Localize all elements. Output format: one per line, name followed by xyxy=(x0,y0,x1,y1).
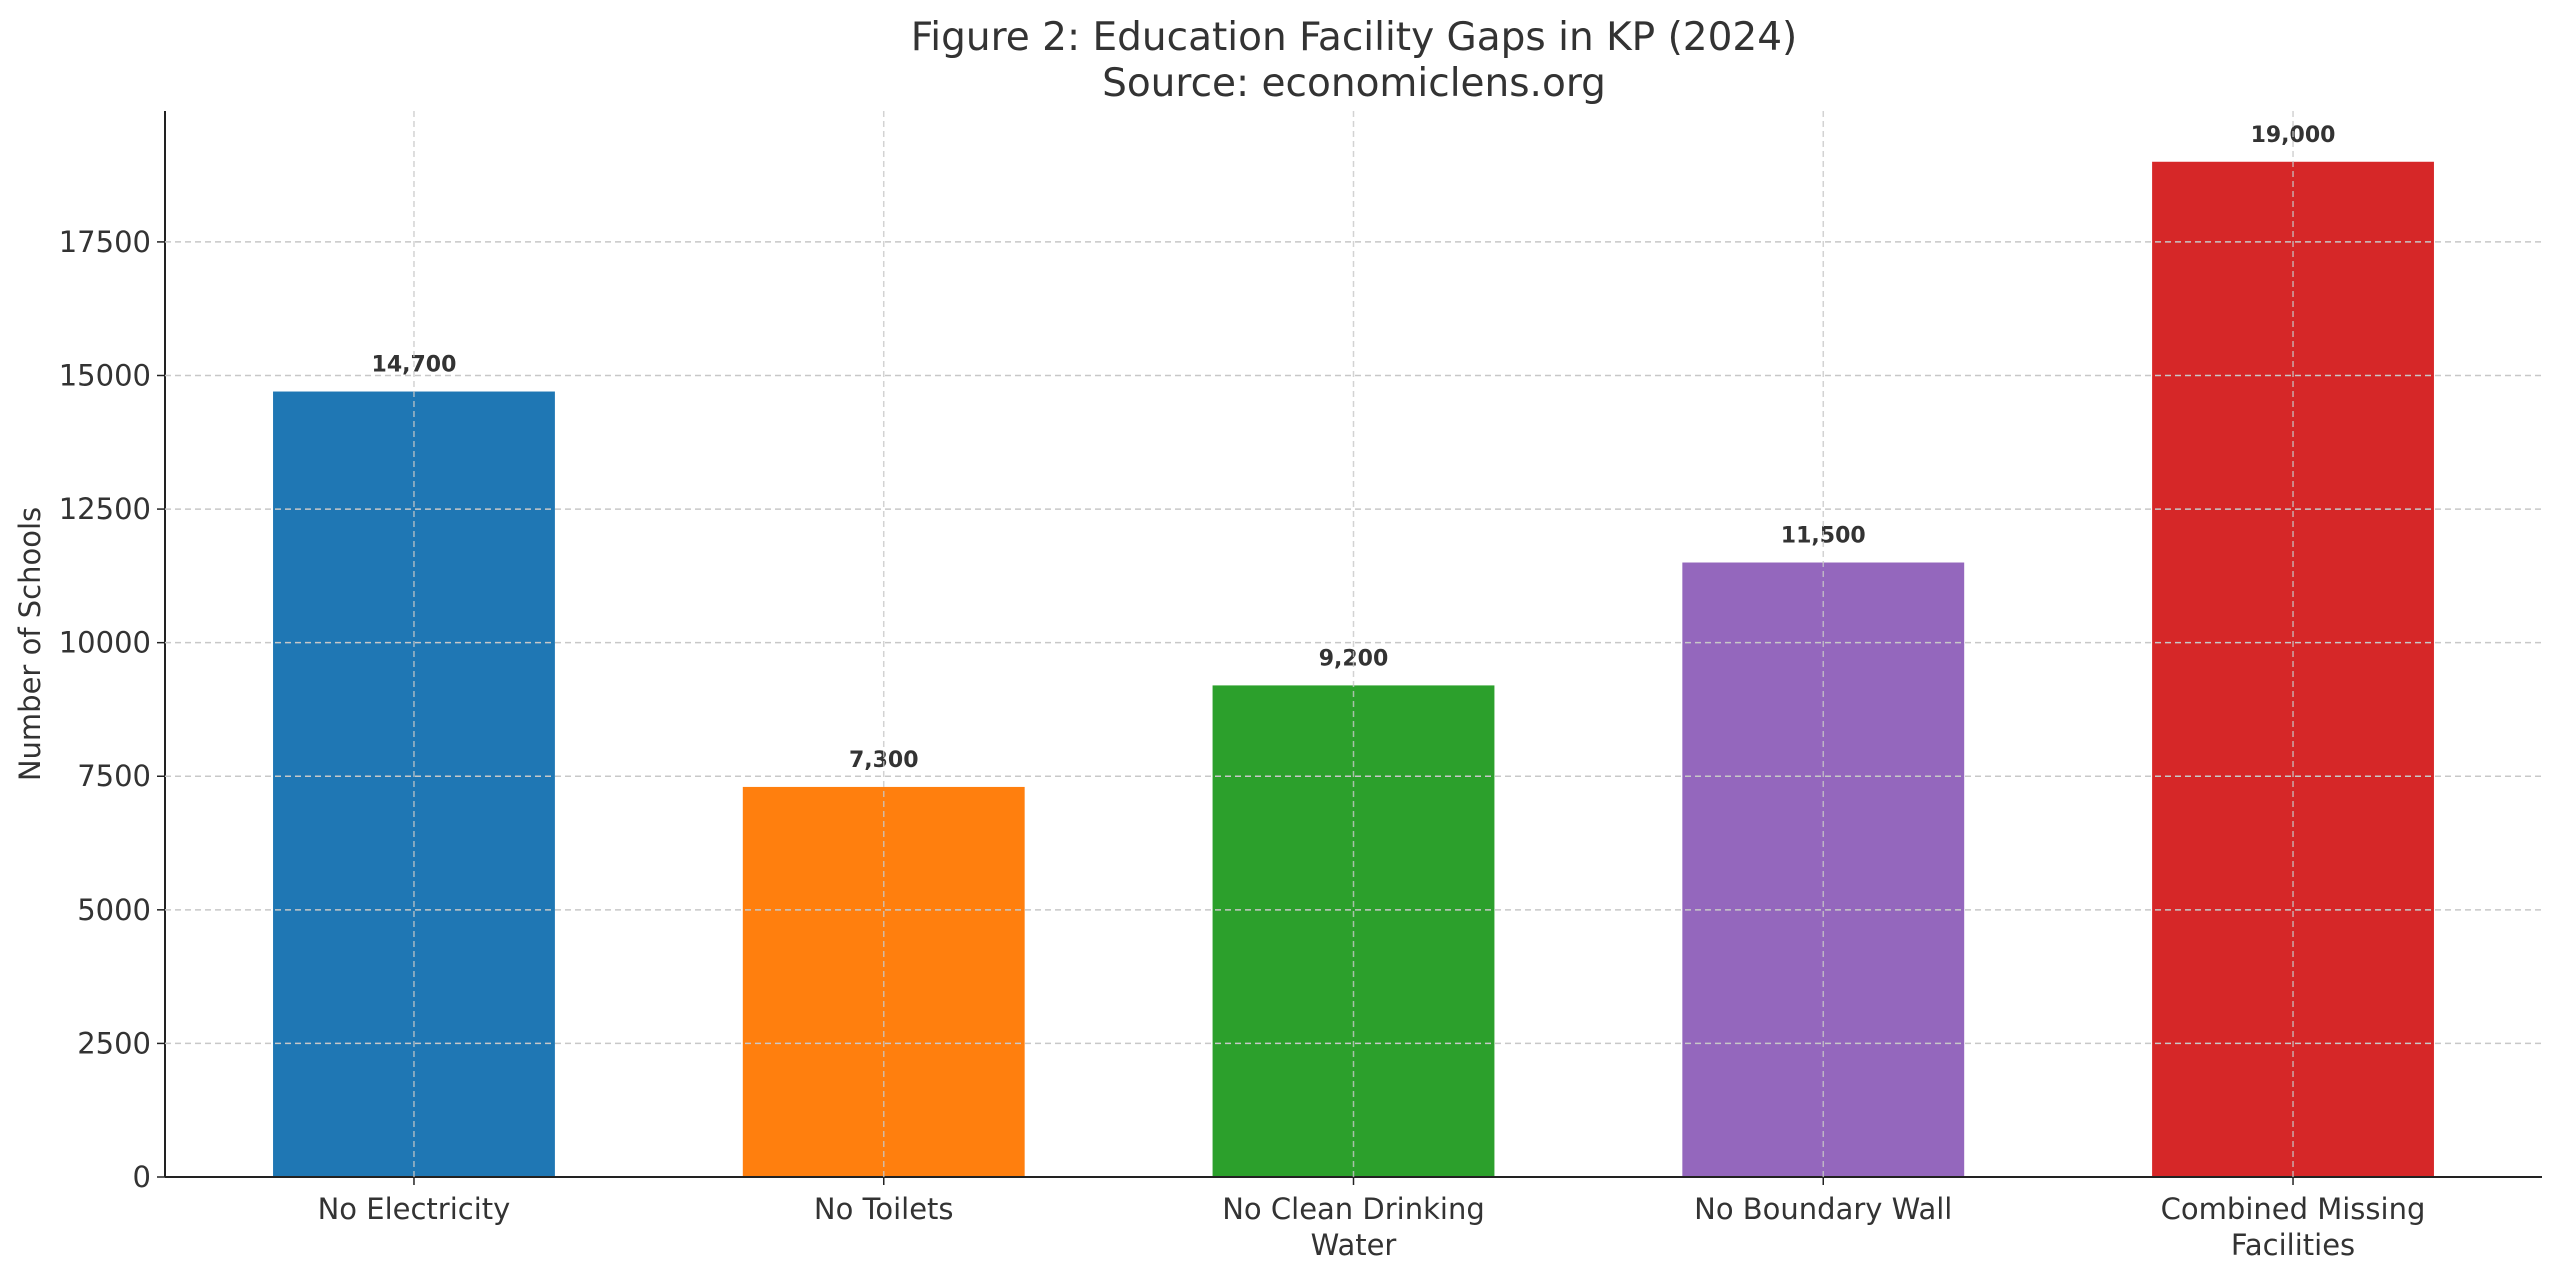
x-tick-label: No Electricity xyxy=(318,1192,511,1226)
x-tick-label: No Boundary Wall xyxy=(1694,1192,1952,1226)
x-tick-label: No Toilets xyxy=(814,1192,954,1226)
y-tick-label: 5000 xyxy=(77,893,151,927)
x-tick-label: Combined Missing xyxy=(2161,1192,2426,1226)
data-label: 9,200 xyxy=(1319,646,1389,671)
y-tick-label: 15000 xyxy=(59,358,151,392)
y-tick-label: 12500 xyxy=(59,492,151,526)
y-tick-label: 10000 xyxy=(59,626,151,660)
y-tick-label: 2500 xyxy=(77,1026,151,1060)
y-axis-label: Number of Schools xyxy=(13,507,47,781)
x-tick-label: Water xyxy=(1311,1228,1397,1262)
bar xyxy=(2152,161,2434,1177)
y-tick-label: 7500 xyxy=(77,759,151,793)
axes: 0 2500 5000 7500 10000 12500 15000 17500 No Elec… xyxy=(59,111,2542,1262)
x-tick-label: Facilities xyxy=(2231,1228,2355,1262)
chart-subtitle: Source: economiclens.org xyxy=(1102,61,1606,106)
y-tick-label: 17500 xyxy=(59,225,151,259)
grid xyxy=(165,111,2542,1177)
x-tick-label: No Clean Drinking xyxy=(1222,1192,1485,1226)
chart-title: Figure 2: Education Facility Gaps in KP … xyxy=(911,15,1798,60)
y-tick-label: 0 xyxy=(133,1160,151,1194)
